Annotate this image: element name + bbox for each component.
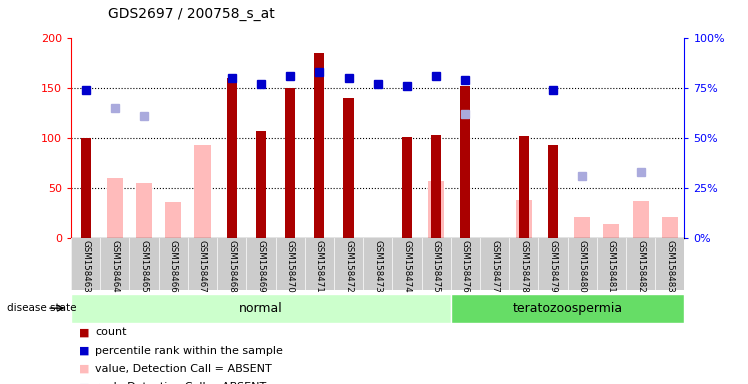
Text: GSM158470: GSM158470 [286, 240, 295, 292]
Bar [285, 88, 295, 238]
Bar [460, 86, 470, 238]
Text: GSM158471: GSM158471 [315, 240, 324, 292]
Text: GSM158472: GSM158472 [344, 240, 353, 292]
Bar [343, 98, 354, 238]
Text: GDS2697 / 200758_s_at: GDS2697 / 200758_s_at [108, 7, 275, 21]
Bar [574, 217, 590, 238]
Text: GSM158464: GSM158464 [111, 240, 120, 292]
Bar [165, 202, 181, 238]
Bar [633, 201, 649, 238]
Bar [431, 135, 441, 238]
Bar [81, 138, 91, 238]
Bar [662, 217, 678, 238]
Text: GSM158477: GSM158477 [490, 240, 499, 292]
Bar [71, 294, 451, 323]
Text: ■: ■ [79, 364, 89, 374]
Text: GSM158481: GSM158481 [607, 240, 616, 292]
Text: GSM158468: GSM158468 [227, 240, 236, 292]
Bar [604, 224, 619, 238]
Bar [107, 178, 123, 238]
Bar [136, 183, 152, 238]
Text: ■: ■ [79, 327, 89, 337]
Text: count: count [95, 327, 126, 337]
Text: GSM158473: GSM158473 [373, 240, 382, 292]
Text: GSM158463: GSM158463 [82, 240, 91, 292]
Text: GSM158476: GSM158476 [461, 240, 470, 292]
Text: GSM158479: GSM158479 [548, 240, 557, 292]
Text: percentile rank within the sample: percentile rank within the sample [95, 346, 283, 356]
Bar [227, 78, 237, 238]
Bar [314, 53, 325, 238]
Text: ■: ■ [79, 382, 89, 384]
Text: value, Detection Call = ABSENT: value, Detection Call = ABSENT [95, 364, 272, 374]
Text: normal: normal [239, 302, 283, 314]
Bar [451, 294, 684, 323]
Text: ■: ■ [79, 346, 89, 356]
Text: GSM158469: GSM158469 [257, 240, 266, 292]
Text: GSM158482: GSM158482 [636, 240, 645, 292]
Bar [516, 200, 532, 238]
Text: GSM158465: GSM158465 [140, 240, 149, 292]
Text: GSM158475: GSM158475 [432, 240, 441, 292]
Bar [548, 145, 558, 238]
Bar [256, 131, 266, 238]
Text: GSM158474: GSM158474 [402, 240, 411, 292]
Text: rank, Detection Call = ABSENT: rank, Detection Call = ABSENT [95, 382, 266, 384]
Text: GSM158467: GSM158467 [198, 240, 207, 292]
Text: GSM158466: GSM158466 [169, 240, 178, 292]
Text: GSM158480: GSM158480 [577, 240, 586, 292]
Bar [402, 137, 412, 238]
Text: GSM158483: GSM158483 [665, 240, 674, 292]
Bar [518, 136, 529, 238]
Bar [194, 145, 210, 238]
Bar [428, 181, 444, 238]
Text: GSM158478: GSM158478 [519, 240, 528, 292]
Text: teratozoospermia: teratozoospermia [512, 302, 622, 314]
Text: disease state: disease state [7, 303, 77, 313]
